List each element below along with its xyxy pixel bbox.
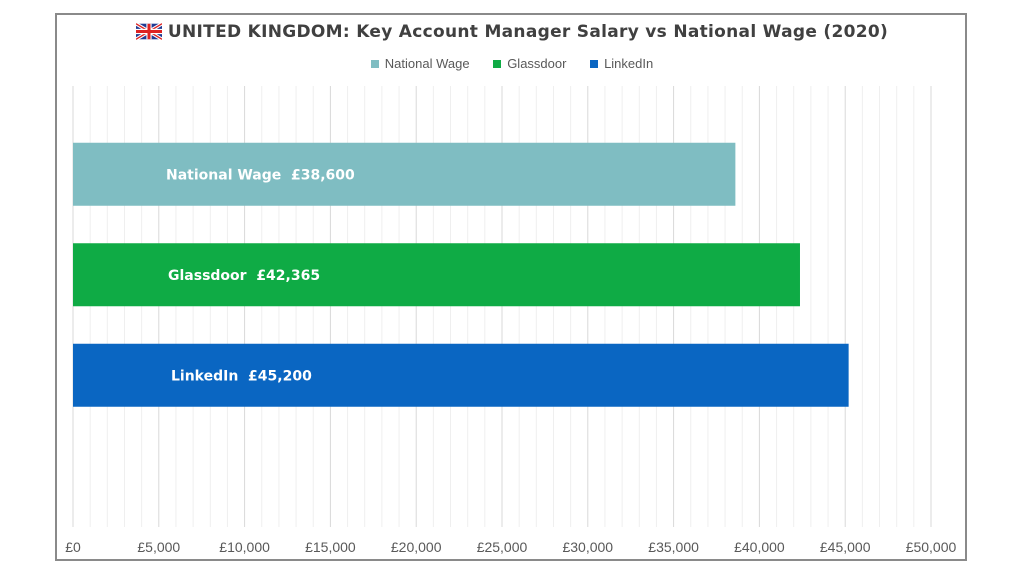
x-tick-label: £20,000 [391, 539, 442, 555]
bar-data-label: LinkedIn £45,200 [171, 368, 312, 384]
x-tick-label: £15,000 [305, 539, 356, 555]
x-tick-label: £0 [65, 539, 81, 555]
legend: National Wage Glassdoor LinkedIn [0, 56, 1024, 71]
chart-title: UNITED KINGDOM: Key Account Manager Sala… [0, 22, 1024, 42]
bar-linkedin [73, 343, 849, 407]
x-tick-label: £40,000 [734, 539, 785, 555]
legend-label: National Wage [384, 56, 470, 71]
legend-label: LinkedIn [604, 56, 654, 71]
x-tick-label: £30,000 [562, 539, 613, 555]
x-tick-label: £5,000 [137, 539, 180, 555]
chart-title-text: UNITED KINGDOM: Key Account Manager Sala… [167, 22, 889, 42]
x-tick-label: £45,000 [820, 539, 871, 555]
x-tick-label: £25,000 [477, 539, 528, 555]
legend-label: Glassdoor [507, 56, 567, 71]
legend-item-national-wage: National Wage [370, 56, 470, 71]
bar-national-wage [73, 142, 736, 206]
x-tick-label: £10,000 [219, 539, 270, 555]
bar-glassdoor [73, 243, 800, 307]
legend-item-linkedin: LinkedIn [590, 56, 653, 71]
bar-data-label: National Wage £38,600 [166, 167, 355, 183]
uk-flag-icon [135, 23, 162, 40]
legend-item-glassdoor: Glassdoor [493, 56, 566, 71]
x-tick-label: £50,000 [906, 539, 957, 555]
bar-data-label: Glassdoor £42,365 [168, 268, 320, 284]
x-tick-label: £35,000 [648, 539, 699, 555]
